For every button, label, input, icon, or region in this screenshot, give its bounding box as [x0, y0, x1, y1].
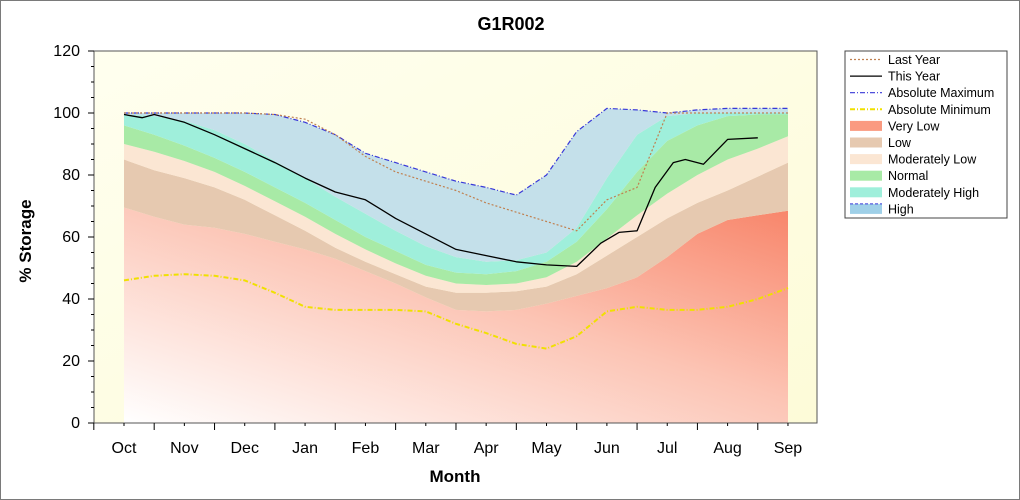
band-low [124, 159, 788, 312]
series-last-year [124, 112, 788, 232]
band-high [124, 108, 788, 262]
x-tick-label: Nov [170, 440, 198, 457]
x-tick-label: Apr [474, 440, 500, 457]
chart-title: G1R002 [477, 14, 544, 34]
x-tick-label: Mar [412, 440, 440, 457]
x-axis-title: Month [430, 467, 481, 486]
legend-label: Last Year [888, 53, 940, 67]
x-tick-label: Oct [112, 440, 137, 457]
legend-swatch [850, 187, 882, 198]
legend-label: Low [888, 136, 912, 150]
percentile-bands [124, 108, 788, 423]
legend-label: This Year [888, 70, 940, 84]
legend-item-this-year: This Year [850, 70, 940, 84]
y-tick-label: 60 [62, 229, 80, 246]
legend: Last Year This Year Absolute Maximum Absolu… [844, 50, 1008, 219]
band-moderately-low [124, 136, 788, 293]
legend-label: Absolute Maximum [888, 86, 994, 100]
legend-swatch [850, 154, 882, 165]
legend-item-low: Low [850, 136, 912, 150]
legend-item-moderately-low: Moderately Low [850, 153, 977, 167]
y-axis-title: % Storage [16, 199, 35, 282]
x-tick-label: Jun [594, 440, 620, 457]
legend-label: High [888, 202, 914, 216]
x-tick-label: Jan [292, 440, 318, 457]
legend-swatch [850, 203, 882, 214]
legend-label: Absolute Minimum [888, 103, 991, 117]
legend-item-absolute-minimum: Absolute Minimum [850, 103, 991, 117]
series-lines [123, 107, 789, 350]
band-normal [124, 114, 788, 285]
y-tick-label: 40 [62, 291, 80, 308]
series-absolute-maximum [124, 107, 788, 196]
legend-item-moderately-high: Moderately High [850, 186, 979, 200]
legend-item-very-low: Very Low [850, 119, 940, 133]
legend-item-last-year: Last Year [850, 53, 940, 67]
x-tick-label: Sep [774, 440, 803, 457]
y-tick-label: 0 [71, 415, 80, 432]
band-very-low [124, 207, 788, 423]
legend-label: Moderately Low [888, 153, 977, 167]
x-tick-label: Dec [230, 440, 258, 457]
band-moderately-high [124, 113, 788, 275]
x-tick-label: May [531, 440, 561, 457]
y-tick-label: 20 [62, 353, 80, 370]
x-tick-label: Jul [657, 440, 677, 457]
y-tick-label: 100 [53, 105, 80, 122]
axes: 0 20 40 60 80 100 120 Oct Nov Dec Jan Feb Mar Apr May J… [53, 43, 818, 457]
legend-swatch [850, 170, 882, 181]
legend-item-absolute-maximum: Absolute Maximum [850, 86, 994, 100]
legend-label: Normal [888, 169, 928, 183]
legend-label: Very Low [888, 119, 940, 133]
legend-item-normal: Normal [850, 169, 928, 183]
legend-item-high: High [850, 202, 914, 216]
legend-swatch [850, 137, 882, 148]
series-absolute-minimum [123, 273, 789, 350]
legend-label: Moderately High [888, 186, 979, 200]
y-tick-label: 80 [62, 167, 80, 184]
legend-swatch [850, 120, 882, 131]
x-tick-label: Aug [713, 440, 741, 457]
y-tick-label: 120 [53, 43, 80, 60]
series-this-year [123, 113, 758, 268]
x-tick-label: Feb [352, 440, 380, 457]
